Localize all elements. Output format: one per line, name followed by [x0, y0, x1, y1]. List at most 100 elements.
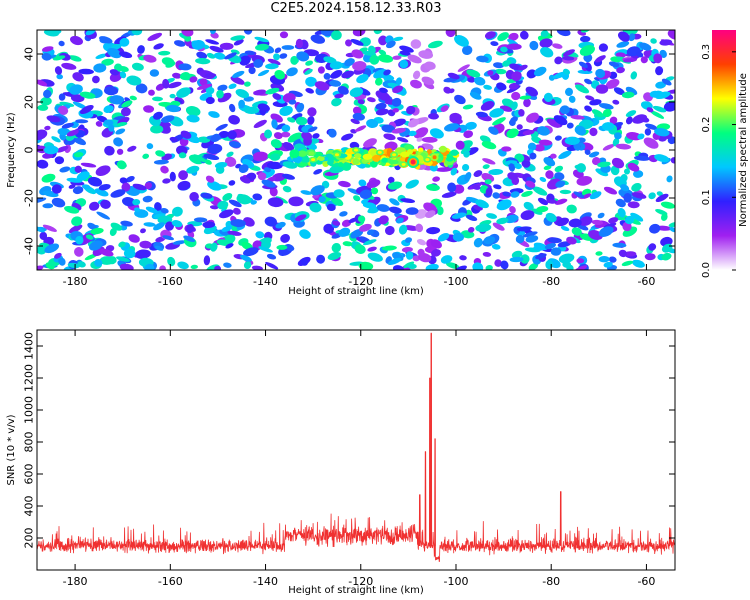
heatmap-cell: [602, 144, 615, 151]
heatmap-cell: [462, 45, 473, 56]
heatmap-cell: [39, 231, 48, 240]
heatmap-cell: [639, 42, 652, 51]
heatmap-cell: [300, 190, 312, 195]
heatmap-cell: [576, 258, 585, 264]
band-cell: [352, 158, 360, 165]
heatmap-cell: [521, 190, 533, 197]
heatmap-cell: [43, 145, 59, 155]
heatmap-cell: [623, 193, 633, 203]
heatmap-cell: [72, 72, 84, 82]
heatmap-cell: [113, 137, 124, 147]
heatmap-cell: [568, 218, 582, 228]
heatmap-cell: [508, 32, 519, 41]
heatmap-cell: [46, 115, 61, 123]
heatmap-cell: [281, 45, 295, 50]
heatmap-cell: [205, 175, 215, 183]
heatmap-cell: [375, 102, 387, 110]
heatmap-cell: [387, 176, 395, 184]
snr-background: [37, 330, 675, 570]
heatmap-cell: [588, 151, 600, 158]
x-axis-label: Height of straight line (km): [288, 585, 424, 596]
heatmap-cell: [559, 105, 570, 115]
heatmap-cell: [216, 89, 224, 99]
heatmap-cell: [612, 242, 627, 248]
heatmap-cell: [453, 184, 465, 194]
heatmap-cell: [634, 155, 650, 161]
heatmap-cell: [140, 228, 146, 234]
heatmap-cell: [267, 58, 281, 66]
heatmap-cell: [172, 72, 182, 79]
heatmap-cell: [437, 232, 450, 242]
heatmap-cell: [429, 128, 444, 139]
heatmap-cell: [392, 265, 404, 270]
heatmap-cell: [80, 162, 97, 168]
heatmap-cell: [389, 198, 400, 206]
heatmap-cell: [341, 133, 354, 141]
heatmap-cell: [357, 215, 366, 223]
heatmap-cell: [440, 105, 449, 112]
heatmap-cell: [618, 249, 627, 258]
heatmap-cell: [250, 200, 257, 205]
x-tick-label: -80: [542, 575, 560, 588]
heatmap-cell: [475, 111, 488, 118]
heatmap-cell: [494, 68, 507, 75]
x-tick-label: -80: [542, 275, 560, 288]
heatmap-cell: [350, 38, 364, 46]
heatmap-cell: [226, 151, 234, 158]
heatmap-cell: [296, 51, 310, 62]
heatmap-cell: [244, 50, 256, 56]
heatmap-cell: [280, 131, 291, 138]
heatmap-cell: [230, 219, 246, 228]
y-tick-label: 600: [23, 464, 36, 485]
heatmap-cell: [307, 116, 315, 125]
heatmap-cell: [598, 43, 608, 52]
heatmap-cell: [392, 36, 404, 42]
heatmap-cell: [75, 119, 89, 124]
heatmap-cell: [94, 188, 109, 197]
heatmap-cell: [613, 87, 625, 95]
heatmap-cell: [55, 145, 69, 153]
heatmap-cell: [636, 51, 644, 58]
heatmap-cell: [323, 56, 337, 64]
heatmap-cell: [144, 263, 155, 270]
heatmap-cell: [185, 106, 201, 117]
heatmap-cell: [329, 61, 343, 70]
heatmap-cell: [432, 176, 440, 182]
heatmap-cell: [516, 124, 523, 130]
heatmap-cell: [103, 105, 114, 113]
heatmap-cell: [625, 86, 638, 96]
heatmap-cell: [273, 132, 283, 140]
heatmap-cell: [401, 246, 413, 253]
heatmap-cell: [440, 255, 453, 264]
heatmap-cell: [68, 224, 83, 234]
heatmap-cell: [286, 67, 298, 77]
heatmap-cell: [126, 75, 142, 86]
heatmap-cell: [193, 217, 208, 223]
heatmap-cell: [95, 53, 107, 60]
heatmap-cell: [274, 47, 282, 54]
heatmap-cell: [523, 98, 531, 108]
y-tick-label: 1400: [23, 332, 36, 360]
heatmap-cell: [558, 150, 572, 160]
heatmap-cell: [225, 243, 234, 249]
heatmap-cell: [407, 54, 422, 64]
heatmap-cell: [625, 116, 633, 125]
y-tick-label: 20: [23, 95, 36, 109]
heatmap-cell: [287, 132, 303, 143]
heatmap-cell: [455, 140, 465, 150]
heatmap-cell: [120, 220, 133, 227]
heatmap-cell: [37, 159, 49, 169]
heatmap-cell: [51, 136, 61, 143]
heatmap-cell: [597, 212, 605, 219]
heatmap-cell: [56, 74, 63, 80]
heatmap-cell: [69, 84, 83, 95]
heatmap-cell: [354, 244, 366, 254]
heatmap-cell: [224, 156, 237, 167]
band-cell: [298, 162, 309, 167]
heatmap-cell: [189, 76, 198, 83]
heatmap-cell: [533, 66, 547, 77]
heatmap-cell: [568, 95, 576, 103]
heatmap-cell: [334, 93, 344, 99]
heatmap-cell: [125, 176, 135, 183]
heatmap-cell: [258, 69, 270, 77]
